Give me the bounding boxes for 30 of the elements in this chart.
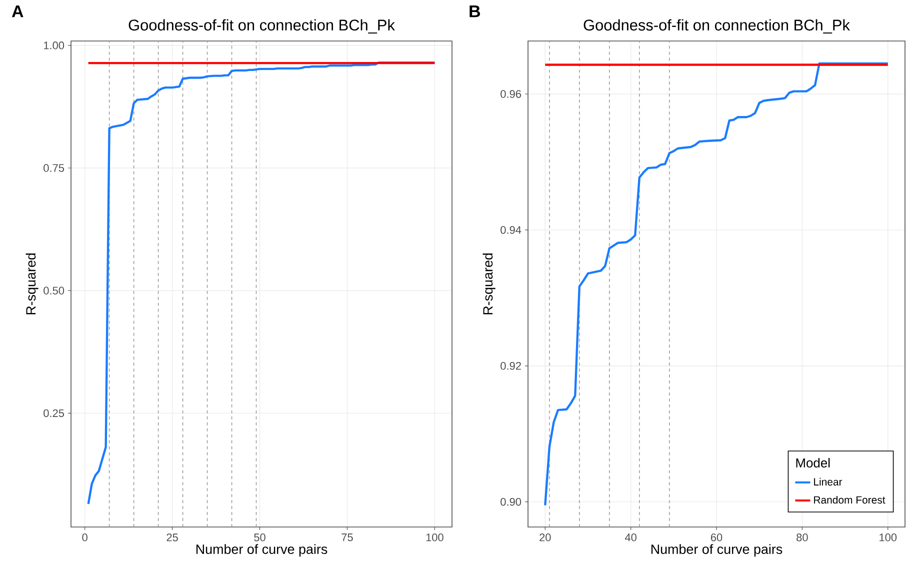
x-axis-title: Number of curve pairs (196, 544, 328, 557)
y-tick-label: 0.92 (500, 362, 521, 370)
text: A (12, 6, 24, 18)
y-tick-label: 1.00 (44, 42, 64, 50)
x-tick-label: 20 (540, 534, 551, 542)
legend-label: Linear (814, 478, 842, 486)
y-tick-label: 0.50 (44, 286, 64, 294)
y-tick-label: 0.25 (44, 409, 64, 418)
y-tick-label: 0.96 (500, 90, 522, 98)
text: B (470, 6, 480, 18)
x-tick-label: 50 (254, 534, 266, 542)
x-axis-title: Number of curve pairs (651, 544, 782, 557)
legend-title: Model (796, 458, 830, 468)
x-tick-label: 0 (82, 534, 88, 542)
chart-title: Goodness-of-fit on connection BCh_Pk (584, 19, 850, 34)
line-series (544, 62, 889, 506)
x-tick-label: 25 (166, 534, 178, 542)
y-tick-label: 0.75 (44, 164, 64, 172)
x-tick-label: 80 (796, 534, 808, 542)
x-tick-label: 100 (880, 534, 897, 542)
x-tick-label: 100 (426, 534, 444, 542)
x-tick-label: 75 (342, 534, 353, 542)
y-tick-label: 0.94 (500, 226, 522, 234)
legend-label: Random Forest (814, 496, 886, 504)
x-tick-label: 60 (710, 534, 722, 542)
y-tick-label: 0.90 (500, 498, 522, 506)
y-axis-title: R-squared (482, 253, 496, 314)
x-tick-label: 40 (624, 534, 636, 542)
y-axis-title: R-squared (26, 253, 38, 314)
chart-title: Goodness-of-fit on connection BCh_Pk (128, 19, 395, 34)
